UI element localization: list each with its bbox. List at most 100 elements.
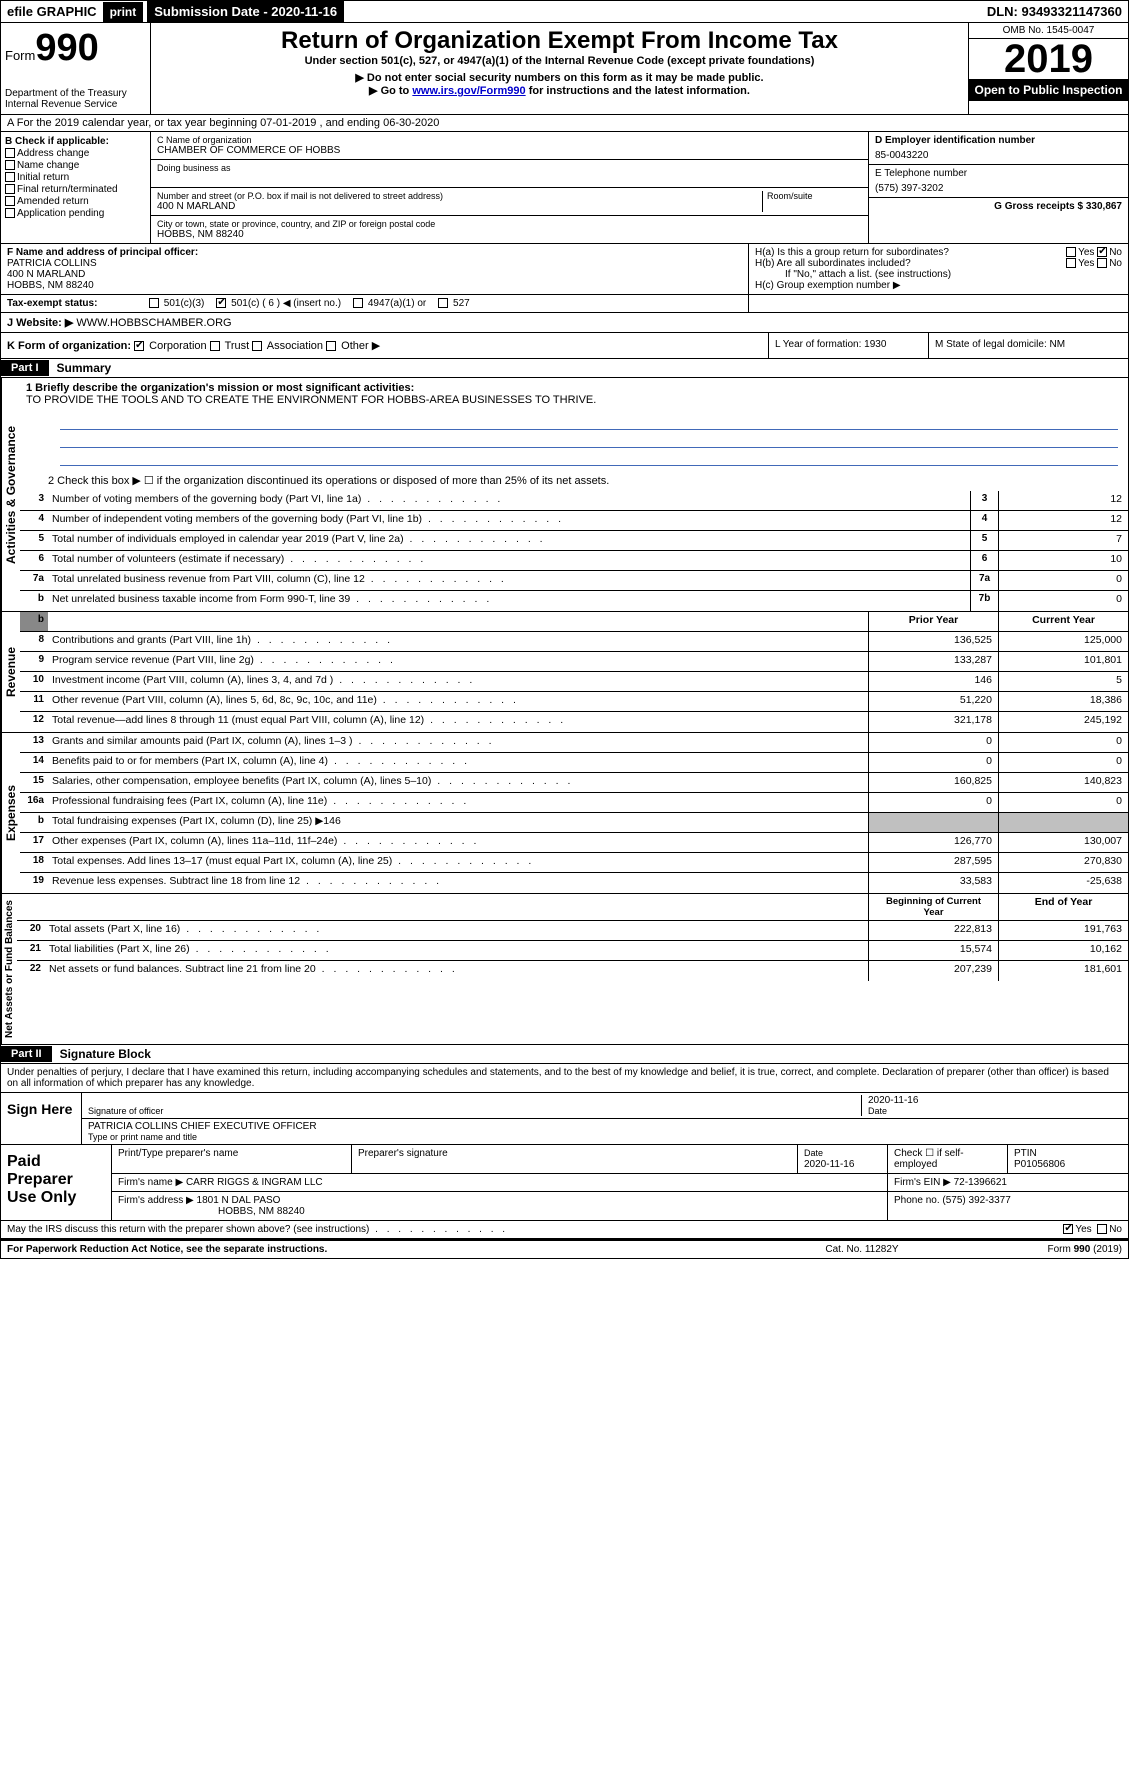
- org-name: CHAMBER OF COMMERCE OF HOBBS: [157, 145, 862, 156]
- discuss-no[interactable]: No: [1097, 1224, 1122, 1235]
- chk-pending[interactable]: Application pending: [5, 208, 146, 219]
- chk-other[interactable]: Other ▶: [326, 340, 380, 352]
- chk-trust[interactable]: Trust: [210, 340, 250, 352]
- firm-addr2: HOBBS, NM 88240: [118, 1206, 305, 1217]
- firm-phone: (575) 392-3377: [942, 1195, 1010, 1206]
- expense-line: bTotal fundraising expenses (Part IX, co…: [20, 813, 1128, 833]
- phone-value: (575) 397-3202: [875, 183, 1122, 194]
- revenue-line: 9Program service revenue (Part VIII, lin…: [20, 652, 1128, 672]
- ha-row: H(a) Is this a group return for subordin…: [755, 247, 1122, 258]
- revenue-line: 8Contributions and grants (Part VIII, li…: [20, 632, 1128, 652]
- net-header-row: Beginning of Current Year End of Year: [17, 894, 1128, 921]
- line1-label: 1 Briefly describe the organization's mi…: [26, 382, 1122, 394]
- paid-label: Paid Preparer Use Only: [1, 1145, 111, 1220]
- chk-initial[interactable]: Initial return: [5, 172, 146, 183]
- form-note1: ▶ Do not enter social security numbers o…: [159, 71, 960, 84]
- begin-year-hdr: Beginning of Current Year: [868, 894, 998, 920]
- part2-title: Signature Block: [52, 1045, 159, 1063]
- website-value: WWW.HOBBSCHAMBER.ORG: [76, 317, 231, 329]
- chk-amended[interactable]: Amended return: [5, 196, 146, 207]
- part2-header: Part II Signature Block: [0, 1045, 1129, 1064]
- expense-line: 14Benefits paid to or for members (Part …: [20, 753, 1128, 773]
- city-value: HOBBS, NM 88240: [157, 229, 862, 240]
- gov-content: 1 Briefly describe the organization's mi…: [20, 378, 1128, 611]
- footer-row: For Paperwork Reduction Act Notice, see …: [0, 1239, 1129, 1259]
- chk-address[interactable]: Address change: [5, 148, 146, 159]
- discuss-yes[interactable]: Yes: [1063, 1224, 1091, 1235]
- cat-no: Cat. No. 11282Y: [762, 1244, 962, 1255]
- chk-corp[interactable]: Corporation: [134, 340, 207, 352]
- firm-phone-label: Phone no.: [894, 1195, 940, 1206]
- officer-city: HOBBS, NM 88240: [7, 280, 742, 291]
- officer-addr: 400 N MARLAND: [7, 269, 742, 280]
- expense-line: 19Revenue less expenses. Subtract line 1…: [20, 873, 1128, 893]
- top-bar: efile GRAPHIC print Submission Date - 20…: [0, 0, 1129, 23]
- sign-here-label: Sign Here: [1, 1093, 81, 1144]
- paid-preparer-row: Paid Preparer Use Only Print/Type prepar…: [1, 1144, 1128, 1220]
- note2-link[interactable]: www.irs.gov/Form990: [412, 85, 525, 97]
- sig-officer-label: Signature of officer: [88, 1106, 861, 1116]
- header-left: Form990 Department of the Treasury Inter…: [1, 23, 151, 114]
- mission-text: TO PROVIDE THE TOOLS AND TO CREATE THE E…: [26, 394, 1122, 406]
- part1-header: Part I Summary: [0, 359, 1129, 378]
- addr-row: Number and street (or P.O. box if mail i…: [151, 188, 868, 216]
- line2: 2 Check this box ▶ ☐ if the organization…: [20, 470, 1128, 491]
- gross-row: G Gross receipts $ 330,867: [869, 198, 1128, 215]
- hc-continued: [748, 295, 1128, 312]
- chk-name[interactable]: Name change: [5, 160, 146, 171]
- prep-date: 2020-11-16: [804, 1159, 854, 1170]
- expense-line: 16aProfessional fundraising fees (Part I…: [20, 793, 1128, 813]
- discuss-text: May the IRS discuss this return with the…: [7, 1224, 1063, 1235]
- form-footer: Form 990 (2019): [962, 1244, 1122, 1255]
- perjury-text: Under penalties of perjury, I declare th…: [1, 1064, 1128, 1092]
- summary-line: 5Total number of individuals employed in…: [20, 531, 1128, 551]
- expense-line: 17Other expenses (Part IX, column (A), l…: [20, 833, 1128, 853]
- irs-label: Internal Revenue Service: [5, 99, 146, 110]
- city-label: City or town, state or province, country…: [157, 219, 862, 229]
- ein-label: D Employer identification number: [875, 135, 1122, 146]
- row-a: A For the 2019 calendar year, or tax yea…: [0, 115, 1129, 132]
- firm-addr1: 1801 N DAL PASO: [197, 1195, 281, 1206]
- rev-section: Revenue b Prior Year Current Year 8Contr…: [0, 612, 1129, 733]
- chk-527[interactable]: 527: [438, 298, 469, 309]
- j-label: J Website: ▶: [7, 317, 73, 329]
- form-note2: ▶ Go to www.irs.gov/Form990 for instruct…: [159, 84, 960, 97]
- header-right: OMB No. 1545-0047 2019 Open to Public In…: [968, 23, 1128, 114]
- exp-section: Expenses 13Grants and similar amounts pa…: [0, 733, 1129, 894]
- dba-row: Doing business as: [151, 160, 868, 188]
- hc-row: H(c) Group exemption number ▶: [755, 280, 1122, 291]
- chk-assoc[interactable]: Association: [252, 340, 323, 352]
- city-row: City or town, state or province, country…: [151, 216, 868, 243]
- sig-officer-line: Signature of officer 2020-11-16 Date: [82, 1093, 1128, 1119]
- part1-label: Part I: [1, 360, 49, 376]
- chk-4947[interactable]: 4947(a)(1) or: [353, 298, 426, 309]
- officer-name-line: PATRICIA COLLINS CHIEF EXECUTIVE OFFICER…: [82, 1119, 1128, 1144]
- net-section: Net Assets or Fund Balances Beginning of…: [0, 894, 1129, 1045]
- chk-501c[interactable]: 501(c) ( 6 ) ◀ (insert no.): [216, 298, 341, 309]
- gov-section: Activities & Governance 1 Briefly descri…: [0, 378, 1129, 612]
- expense-line: 13Grants and similar amounts paid (Part …: [20, 733, 1128, 753]
- print-button[interactable]: print: [103, 2, 144, 22]
- form-subtitle: Under section 501(c), 527, or 4947(a)(1)…: [159, 55, 960, 67]
- note2-pre: ▶ Go to: [369, 85, 412, 97]
- prep-sig-label: Preparer's signature: [352, 1145, 798, 1173]
- sign-here-row: Sign Here Signature of officer 2020-11-1…: [1, 1092, 1128, 1144]
- sig-date: 2020-11-16: [868, 1095, 1122, 1106]
- paid-line3: Firm's address ▶ 1801 N DAL PASOHOBBS, N…: [112, 1192, 1128, 1220]
- row-j: J Website: ▶ WWW.HOBBSCHAMBER.ORG: [0, 313, 1129, 333]
- room-label: Room/suite: [762, 191, 862, 212]
- end-year-hdr: End of Year: [998, 894, 1128, 920]
- k-label: K Form of organization:: [7, 340, 131, 352]
- date-label: Date: [868, 1106, 1122, 1116]
- net-line: 22Net assets or fund balances. Subtract …: [17, 961, 1128, 981]
- section-bcd: B Check if applicable: Address change Na…: [0, 132, 1129, 244]
- revenue-line: 12Total revenue—add lines 8 through 11 (…: [20, 712, 1128, 732]
- check-self[interactable]: Check ☐ if self-employed: [888, 1145, 1008, 1173]
- chk-final[interactable]: Final return/terminated: [5, 184, 146, 195]
- paid-line1: Print/Type preparer's name Preparer's si…: [112, 1145, 1128, 1174]
- line1: 1 Briefly describe the organization's mi…: [20, 378, 1128, 410]
- col-d: D Employer identification number 85-0043…: [868, 132, 1128, 243]
- chk-501c3[interactable]: 501(c)(3): [149, 298, 204, 309]
- firm-ein: 72-1396621: [954, 1177, 1007, 1188]
- prior-year-hdr: Prior Year: [868, 612, 998, 631]
